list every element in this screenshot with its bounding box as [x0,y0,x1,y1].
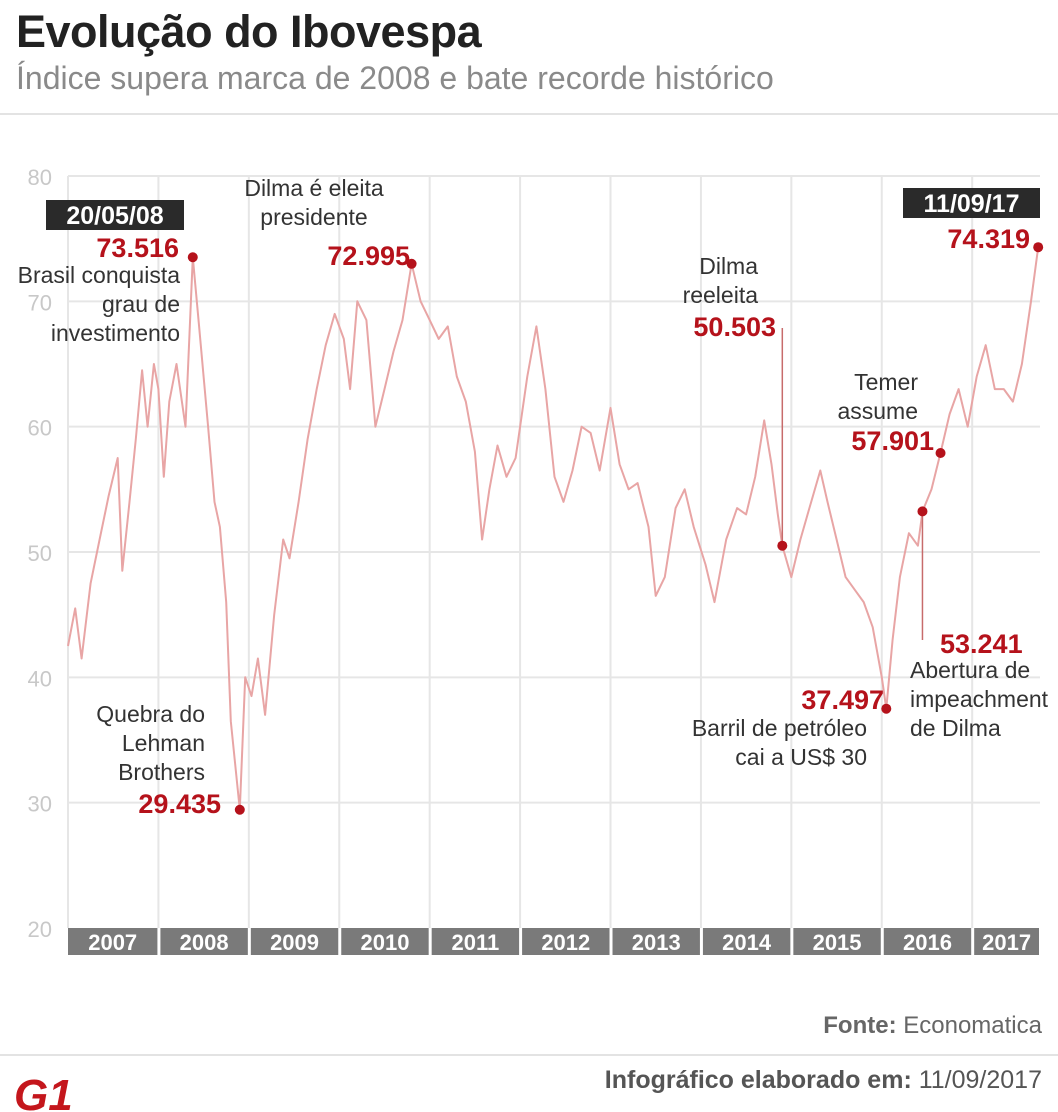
annotation-text: Brasil conquista [18,262,181,288]
annotation-dots [187,242,1044,815]
annotation-text: Quebra do [96,701,205,727]
year-cell-2017 [974,928,1039,955]
annotation-text: Lehman [122,730,205,756]
header-divider [0,113,1058,115]
annotation-leaders [781,328,924,640]
year-cell-2012 [522,928,610,955]
source-label: Fonte: [823,1012,897,1039]
year-label: 2008 [180,930,229,955]
year-cell-2016 [883,928,972,955]
y-tick-label: 20 [28,917,52,942]
year-cell-2010 [341,928,429,955]
annotation-dot [234,804,245,815]
annotation-text: Barril de petróleo [692,715,867,741]
year-label: 2017 [982,930,1031,955]
annotation-text: Dilma [699,253,758,279]
y-tick-label: 60 [28,416,52,441]
annotation-text: grau de [102,291,180,317]
year-label: 2016 [903,930,952,955]
year-label: 2011 [452,930,500,955]
y-tick-label: 40 [28,666,52,691]
page-subtitle: Índice supera marca de 2008 e bate recor… [16,60,774,96]
year-cell-2008 [160,928,248,955]
page-title: Evolução do Ibovespa [16,6,482,57]
annotation-text: Brothers [118,759,205,785]
year-label: 2013 [632,930,681,955]
annotation-text: assume [837,398,918,424]
annotation-value: 29.435 [138,789,221,819]
credit-value: 11/09/2017 [918,1066,1042,1094]
year-label: 2009 [270,930,319,955]
annotation-text: presidente [260,204,367,230]
annotation-value: 50.503 [693,312,776,342]
annotation-dot [935,447,946,458]
y-tick-label: 70 [28,290,52,315]
year-label: 2007 [88,930,137,955]
year-cell-2015 [793,928,881,955]
date-tag: 11/09/17 [924,190,1020,218]
annotation-value: 73.516 [96,233,179,263]
credit-note: Infográfico elaborado em: 11/09/2017 [605,1066,1042,1095]
annotation-text: investimento [51,320,180,346]
annotation-text: de Dilma [910,715,1001,741]
year-cell-2011 [431,928,520,955]
year-cell-2014 [702,928,791,955]
annotation-value: 72.995 [327,241,410,271]
annotation-text: impeachment [910,686,1049,712]
annotation-text: reeleita [683,282,759,308]
footer-divider [0,1054,1058,1056]
year-label: 2012 [541,930,590,955]
y-tick-label: 80 [28,165,52,190]
y-tick-label: 50 [28,541,52,566]
year-label: 2014 [722,930,772,955]
g1-logo-icon: G1 [14,1072,73,1112]
date-tag: 20/05/08 [66,202,163,230]
source-note: Fonte: Economatica [823,1012,1042,1040]
annotation-text: Temer [854,369,918,395]
x-axis-year-bar: 2007 2008 2009 2010 2011 2012 2013 2014 2015 2016… [68,928,1039,955]
annotation-dot [917,506,928,517]
year-label: 2010 [360,930,409,955]
source-value: Economatica [903,1012,1042,1039]
annotation-value: 57.901 [851,426,934,456]
annotation-dot [777,540,788,551]
year-cell-2007 [68,928,158,955]
annotation-dot [187,252,198,263]
year-label: 2015 [813,930,862,955]
annotation-value: 37.497 [801,685,884,715]
annotation-text: cai a US$ 30 [735,744,867,770]
credit-label: Infográfico elaborado em: [604,1066,912,1094]
annotation-text: Abertura de [910,657,1030,683]
year-cell-2013 [612,928,700,955]
logo-text: G1 [14,1072,73,1112]
date-tag-bg [903,188,1040,218]
date-tag-bg [46,200,184,230]
annotation-dot [1033,242,1044,253]
year-cell-2009 [250,928,339,955]
annotation-value: 53.241 [940,629,1023,659]
ibovespa-line [67,247,1040,811]
y-tick-label: 30 [28,792,52,817]
y-axis: 20 30 40 50 60 70 80 [28,165,52,942]
annotation-dot [881,703,892,714]
annotation-value: 74.319 [947,224,1030,254]
annotation-dot [406,258,417,269]
annotation-text: Dilma é eleita [244,175,384,201]
